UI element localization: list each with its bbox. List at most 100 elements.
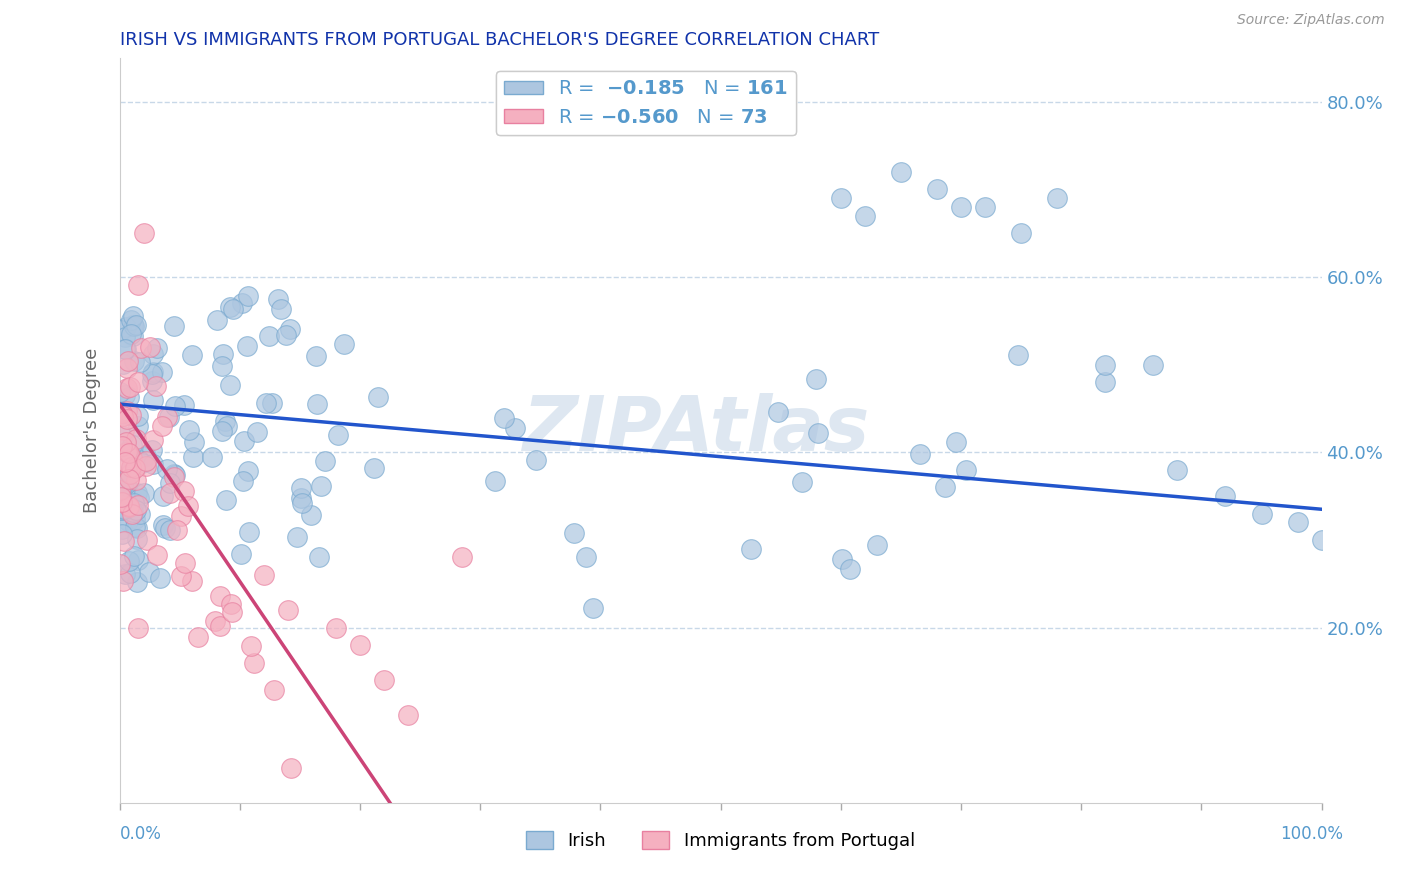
Point (125, 433, 148, 447)
Text: 0.0%: 0.0% (120, 825, 162, 843)
Point (120, 462, 142, 476)
Point (127, 498, 149, 512)
Legend: Irish, Immigrants from Portugal: Irish, Immigrants from Portugal (519, 823, 922, 857)
Point (208, 619, 231, 633)
Point (111, 406, 134, 420)
Point (853, 209, 876, 223)
Point (1046, 191, 1069, 205)
Point (219, 597, 242, 611)
Point (124, 460, 146, 475)
Point (117, 514, 139, 528)
Point (218, 377, 240, 392)
Point (121, 438, 143, 452)
Point (122, 496, 145, 510)
Point (232, 474, 254, 488)
Point (132, 486, 155, 500)
Point (125, 486, 148, 500)
Point (173, 398, 195, 412)
Point (127, 621, 149, 635)
Point (325, 621, 347, 635)
Point (934, 480, 956, 494)
Point (122, 549, 145, 563)
Point (214, 414, 236, 428)
Point (270, 302, 292, 317)
Point (155, 521, 177, 535)
Point (218, 300, 240, 314)
Point (115, 360, 138, 375)
Point (807, 425, 830, 440)
Point (278, 321, 301, 335)
Point (212, 347, 235, 361)
Point (1010, 226, 1032, 240)
Point (114, 388, 136, 402)
Point (308, 549, 330, 564)
Point (120, 327, 142, 342)
Point (111, 526, 134, 541)
Point (112, 409, 135, 424)
Point (236, 464, 259, 478)
Point (152, 489, 174, 503)
Point (127, 419, 149, 434)
Point (114, 566, 136, 581)
Point (1094, 358, 1116, 372)
Point (305, 397, 328, 411)
Point (253, 568, 276, 582)
Point (254, 396, 277, 410)
Text: IRISH VS IMMIGRANTS FROM PORTUGAL BACHELOR'S DEGREE CORRELATION CHART: IRISH VS IMMIGRANTS FROM PORTUGAL BACHEL… (120, 31, 879, 49)
Point (274, 327, 297, 342)
Point (156, 461, 179, 475)
Point (349, 638, 371, 652)
Point (112, 454, 135, 468)
Point (128, 452, 150, 467)
Point (1215, 489, 1237, 503)
Point (211, 359, 233, 374)
Point (112, 574, 135, 589)
Point (222, 301, 245, 316)
Point (177, 423, 200, 437)
Point (492, 411, 515, 425)
Point (484, 474, 506, 488)
Point (949, 200, 972, 214)
Point (955, 462, 977, 476)
Point (111, 357, 134, 371)
Point (122, 505, 145, 519)
Point (830, 191, 852, 205)
Point (111, 478, 134, 492)
Point (120, 312, 142, 326)
Point (263, 683, 285, 698)
Point (314, 453, 336, 467)
Point (118, 472, 141, 486)
Point (177, 499, 200, 513)
Point (187, 630, 209, 644)
Point (127, 409, 149, 423)
Point (114, 455, 136, 469)
Point (120, 467, 142, 481)
Point (111, 494, 134, 508)
Point (299, 508, 322, 522)
Point (285, 530, 308, 544)
Point (141, 374, 163, 388)
Point (118, 466, 141, 480)
Point (112, 501, 135, 516)
Point (159, 475, 181, 490)
Point (156, 409, 179, 424)
Point (142, 366, 165, 380)
Point (125, 503, 148, 517)
Point (208, 589, 231, 603)
Point (524, 453, 547, 467)
Point (804, 372, 827, 386)
Point (145, 378, 167, 392)
Point (183, 434, 205, 449)
Point (111, 483, 134, 497)
Point (163, 319, 186, 334)
Point (142, 347, 165, 361)
Point (1094, 375, 1116, 389)
Point (1007, 348, 1029, 362)
Point (122, 318, 145, 333)
Point (790, 475, 813, 489)
Point (170, 508, 193, 523)
Point (117, 412, 139, 426)
Point (115, 476, 138, 491)
Point (120, 408, 142, 422)
Point (267, 292, 290, 306)
